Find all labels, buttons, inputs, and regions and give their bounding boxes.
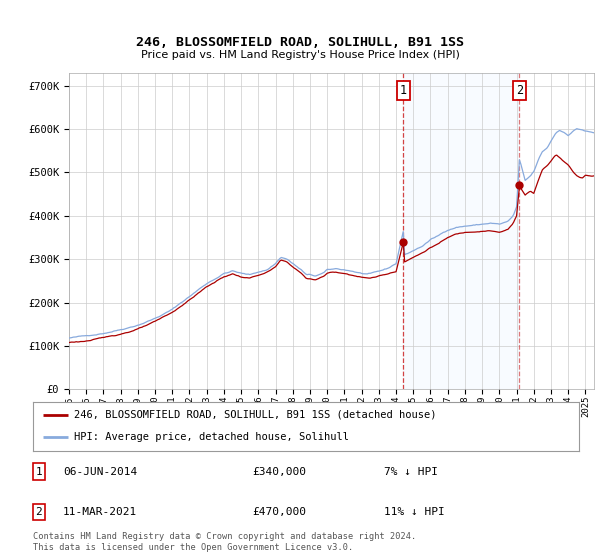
Text: 2: 2: [35, 507, 43, 517]
Text: 11% ↓ HPI: 11% ↓ HPI: [384, 507, 445, 517]
Text: 11-MAR-2021: 11-MAR-2021: [63, 507, 137, 517]
Text: 06-JUN-2014: 06-JUN-2014: [63, 466, 137, 477]
Text: £470,000: £470,000: [252, 507, 306, 517]
Text: 1: 1: [400, 83, 407, 97]
Text: 246, BLOSSOMFIELD ROAD, SOLIHULL, B91 1SS: 246, BLOSSOMFIELD ROAD, SOLIHULL, B91 1S…: [136, 36, 464, 49]
Text: £340,000: £340,000: [252, 466, 306, 477]
Text: HPI: Average price, detached house, Solihull: HPI: Average price, detached house, Soli…: [74, 432, 349, 442]
Text: Contains HM Land Registry data © Crown copyright and database right 2024.
This d: Contains HM Land Registry data © Crown c…: [33, 532, 416, 552]
Text: 2: 2: [516, 83, 523, 97]
Bar: [403, 73, 520, 389]
Text: Price paid vs. HM Land Registry's House Price Index (HPI): Price paid vs. HM Land Registry's House …: [140, 50, 460, 60]
Text: 246, BLOSSOMFIELD ROAD, SOLIHULL, B91 1SS (detached house): 246, BLOSSOMFIELD ROAD, SOLIHULL, B91 1S…: [74, 410, 436, 420]
Text: 7% ↓ HPI: 7% ↓ HPI: [384, 466, 438, 477]
Text: 1: 1: [35, 466, 43, 477]
